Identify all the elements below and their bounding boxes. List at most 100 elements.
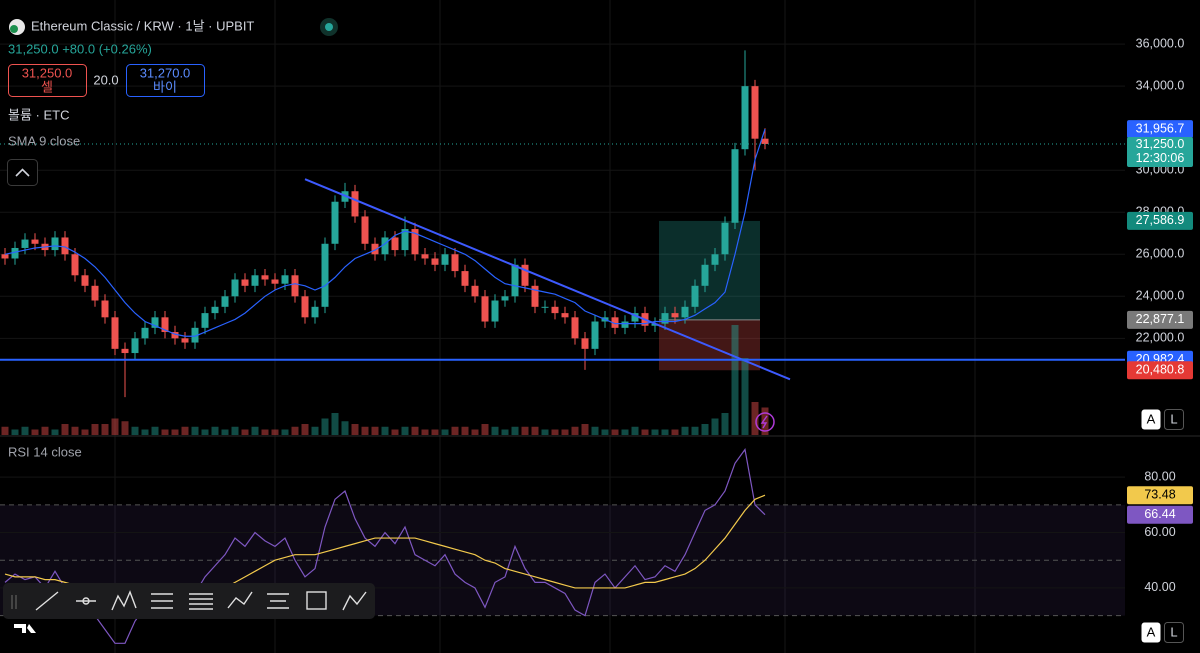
volume-legend: 볼륨 · ETC — [8, 107, 69, 122]
tool-channel[interactable] — [189, 593, 213, 610]
volume-bar — [291, 426, 299, 435]
volume-bar — [431, 429, 439, 435]
countdown: 12:30:06 — [1136, 151, 1185, 165]
volume-bar — [81, 429, 89, 435]
volume-bar — [701, 424, 709, 435]
candle-body — [231, 279, 239, 297]
candle-body — [721, 222, 729, 255]
candle-body — [531, 285, 539, 307]
candle-body — [581, 338, 589, 349]
candle-body — [451, 254, 459, 272]
header: Ethereum Classic / KRW · 1날 · UPBIT 31,2… — [7, 18, 338, 459]
candle-body — [471, 285, 479, 297]
price-tag — [1127, 310, 1193, 329]
auto-scale-label: A — [1147, 624, 1156, 639]
tool-rectangle[interactable] — [306, 591, 327, 610]
plot-layer: 22,000.024,000.026,000.028,000.030,000.0… — [0, 36, 1193, 644]
volume-bar — [721, 413, 729, 435]
price-tag — [1127, 505, 1193, 524]
candle-body — [151, 317, 159, 328]
volume-bar — [591, 426, 599, 435]
volume-bar — [391, 429, 399, 435]
volume-bar — [711, 418, 719, 435]
candle-body — [101, 300, 109, 318]
candle-body — [431, 258, 439, 265]
collapse-button[interactable] — [7, 159, 38, 186]
tool-pattern[interactable] — [111, 590, 137, 611]
rsi-legend: RSI 14 close — [8, 444, 82, 459]
candle-body — [371, 243, 379, 255]
volume-bar — [531, 426, 539, 435]
candle-body — [251, 275, 259, 286]
log-scale-button[interactable] — [1164, 622, 1184, 643]
auto-scale-button[interactable] — [1141, 409, 1161, 430]
y-tick-label: 24,000.0 — [1136, 289, 1185, 303]
candle-body — [211, 306, 219, 314]
candle-body — [361, 216, 369, 244]
tool-trendline[interactable] — [35, 591, 59, 611]
price-tag-label: 31,956.7 — [1136, 121, 1185, 135]
candle-body — [161, 317, 169, 333]
y-tick-label: 22,000.0 — [1136, 331, 1185, 345]
volume-bar — [501, 429, 509, 435]
candle-body — [201, 313, 209, 328]
volume-bar — [601, 429, 609, 435]
volume-bar — [51, 429, 59, 435]
volume-bar — [221, 429, 229, 435]
candle-body — [731, 149, 739, 223]
volume-bar — [761, 407, 769, 435]
rsi-line — [4, 447, 766, 644]
candle-body — [681, 306, 689, 318]
candle-body — [191, 327, 199, 343]
volume-bar — [271, 429, 279, 435]
candle-body — [751, 86, 759, 139]
volume-bar — [281, 429, 289, 435]
price-tag — [1127, 486, 1193, 505]
volume-bar — [141, 429, 149, 435]
sell-button[interactable] — [8, 64, 87, 97]
volume-bar — [171, 429, 179, 435]
auto-scale-button[interactable] — [1141, 622, 1161, 643]
sell-label: 셀 — [41, 79, 53, 94]
buy-button[interactable] — [126, 64, 205, 97]
price-tag-label: 20,480.8 — [1136, 363, 1185, 377]
buy-price: 31,270.0 — [140, 65, 191, 80]
candle-body — [11, 247, 19, 259]
sma-legend: SMA 9 close — [8, 133, 80, 148]
volume-bar — [631, 426, 639, 435]
market-status-dot — [325, 23, 333, 31]
price-tag-label: 22,877.1 — [1136, 312, 1185, 326]
candle-body — [461, 271, 469, 286]
log-scale-button[interactable] — [1164, 409, 1184, 430]
volume-bar — [361, 426, 369, 435]
candle-body — [491, 300, 499, 322]
volume-bar — [491, 426, 499, 435]
volume-bar — [241, 429, 249, 435]
candle-body — [481, 296, 489, 322]
tool-elliott[interactable] — [227, 591, 253, 609]
volume-bar — [111, 418, 119, 435]
tool-fib[interactable] — [151, 593, 173, 609]
volume-bar — [451, 426, 459, 435]
candle-body — [321, 243, 329, 307]
tool-projection[interactable] — [267, 593, 289, 609]
toolbar-grip[interactable] — [11, 595, 17, 609]
candle-body — [391, 237, 399, 251]
tool-abcd[interactable] — [342, 591, 367, 611]
volume-bar — [201, 429, 209, 435]
y-tick-label: 36,000.0 — [1136, 36, 1185, 50]
tool-hline[interactable] — [76, 597, 96, 605]
volume-bar — [541, 429, 549, 435]
alert-icon[interactable] — [755, 412, 775, 432]
candle-body — [261, 275, 269, 280]
candle-body — [521, 264, 529, 286]
price-tag — [1127, 136, 1193, 167]
quote: 31,250.0 +80.0 (+0.26%) — [8, 41, 152, 56]
volume-bar — [261, 429, 269, 435]
candle-body — [611, 317, 619, 328]
position-profit — [659, 220, 760, 320]
candle-body — [381, 237, 389, 255]
collapse-icon — [15, 168, 30, 177]
volume-bar — [41, 426, 49, 435]
